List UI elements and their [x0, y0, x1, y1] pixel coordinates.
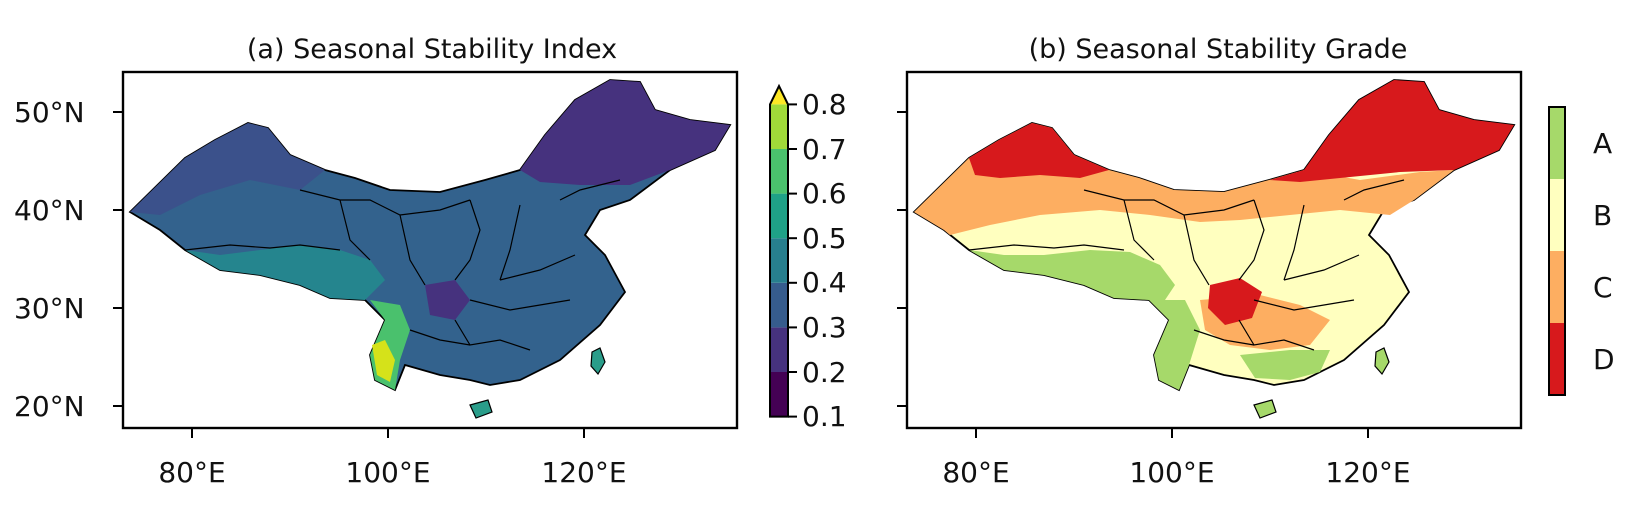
colorbar-a-extend-arrow: [770, 86, 788, 105]
colorbar-a-tick-01: 0.1: [802, 400, 847, 433]
panel-b-lon-tick-100e: 100°E: [1129, 456, 1214, 489]
colorbar-a-bin-1: [770, 372, 788, 417]
panel-b-grade-d-sichuan: [1208, 278, 1262, 325]
lat-tick-50n: 50°N: [14, 96, 85, 129]
panel-a-lon-tick-120e: 120°E: [541, 456, 626, 489]
colorbar-b-label-d: D: [1593, 343, 1615, 376]
panel-b-hainan: [1253, 399, 1277, 419]
colorbar-b-outline: [1548, 106, 1566, 396]
panel-b-province-borders: [968, 179, 1405, 351]
panel-a-northeast-region: [520, 80, 730, 185]
panel-b-grade-a-southcoast: [1240, 350, 1330, 380]
panel-b-taiwan: [1374, 347, 1390, 376]
panel-a-sichuan-basin: [425, 280, 470, 320]
lat-tick-40n: 40°N: [14, 194, 85, 227]
colorbar-a-tick-06: 0.6: [802, 177, 847, 210]
lat-tick-20n: 20°N: [14, 390, 85, 423]
colorbar-a-tick-04: 0.4: [802, 266, 847, 299]
panel-a-lat-axis: [113, 111, 123, 407]
panel-a-colorbar: 0.8 0.7 0.6 0.5 0.4 0.3 0.2 0.1: [769, 83, 847, 433]
panel-a-lon-tick-100e: 100°E: [345, 456, 430, 489]
colorbar-a-bin-2: [770, 327, 788, 372]
panel-b-map: [912, 79, 1516, 419]
panel-a-hainan: [469, 399, 493, 419]
panel-b-grade-a-west: [969, 250, 1175, 300]
panel-a-lon-tick-80e: 80°E: [158, 456, 225, 489]
colorbar-b-bin-c: [1549, 251, 1565, 323]
panel-b: (b) Seasonal Stability Grade: [897, 34, 1615, 489]
colorbar-b-bin-a: [1549, 107, 1565, 179]
colorbar-a-tick-05: 0.5: [802, 222, 847, 255]
colorbar-a-outline: [769, 83, 789, 418]
colorbar-b-label-c: C: [1593, 271, 1613, 304]
colorbar-b-bin-b: [1549, 179, 1565, 251]
panel-a-frame: [121, 70, 739, 430]
panel-b-lon-tick-80e: 80°E: [942, 456, 1009, 489]
panel-b-grade-d-northeast: [1270, 80, 1514, 182]
panel-b-lon-axis: [975, 428, 1369, 438]
colorbar-a-tick-02: 0.2: [802, 356, 847, 389]
panel-b-lon-tick-120e: 120°E: [1325, 456, 1410, 489]
colorbar-a-bin-5: [770, 193, 788, 239]
panel-a-lon-axis: [191, 428, 585, 438]
panel-b-colorbar: A B C D: [1548, 106, 1615, 396]
colorbar-a-bin-6: [770, 149, 788, 194]
panel-a-title: (a) Seasonal Stability Index: [247, 34, 617, 65]
panel-a-northwest-band: [130, 123, 325, 215]
colorbar-a-bin-3: [770, 282, 788, 328]
lat-tick-30n: 30°N: [14, 292, 85, 325]
panel-b-frame: [905, 70, 1523, 430]
panel-a-taiwan: [590, 347, 606, 376]
colorbar-a-tick-07: 0.7: [802, 133, 847, 166]
colorbar-a-ticks: [788, 103, 797, 418]
panel-a-yunnan-peak: [372, 340, 395, 382]
colorbar-a-tick-08: 0.8: [802, 88, 847, 121]
panel-b-grade-d-northwest: [969, 123, 1109, 178]
panel-b-title: (b) Seasonal Stability Grade: [1029, 34, 1408, 65]
panel-a-province-borders: [184, 179, 621, 351]
colorbar-b-label-b: B: [1593, 199, 1612, 232]
colorbar-b-label-a: A: [1593, 127, 1612, 160]
colorbar-a-tick-03: 0.3: [802, 311, 847, 344]
colorbar-b-bin-d: [1549, 323, 1565, 395]
panel-a-map: [128, 79, 732, 419]
panel-b-lat-axis: [897, 111, 907, 407]
colorbar-a-bin-7: [770, 104, 788, 149]
panel-a: (a) Seasonal Stability Index: [14, 34, 847, 489]
colorbar-a-bin-4: [770, 238, 788, 283]
panel-b-grade-a-southwest: [1149, 300, 1200, 390]
panel-a-tibet-region: [185, 245, 385, 300]
